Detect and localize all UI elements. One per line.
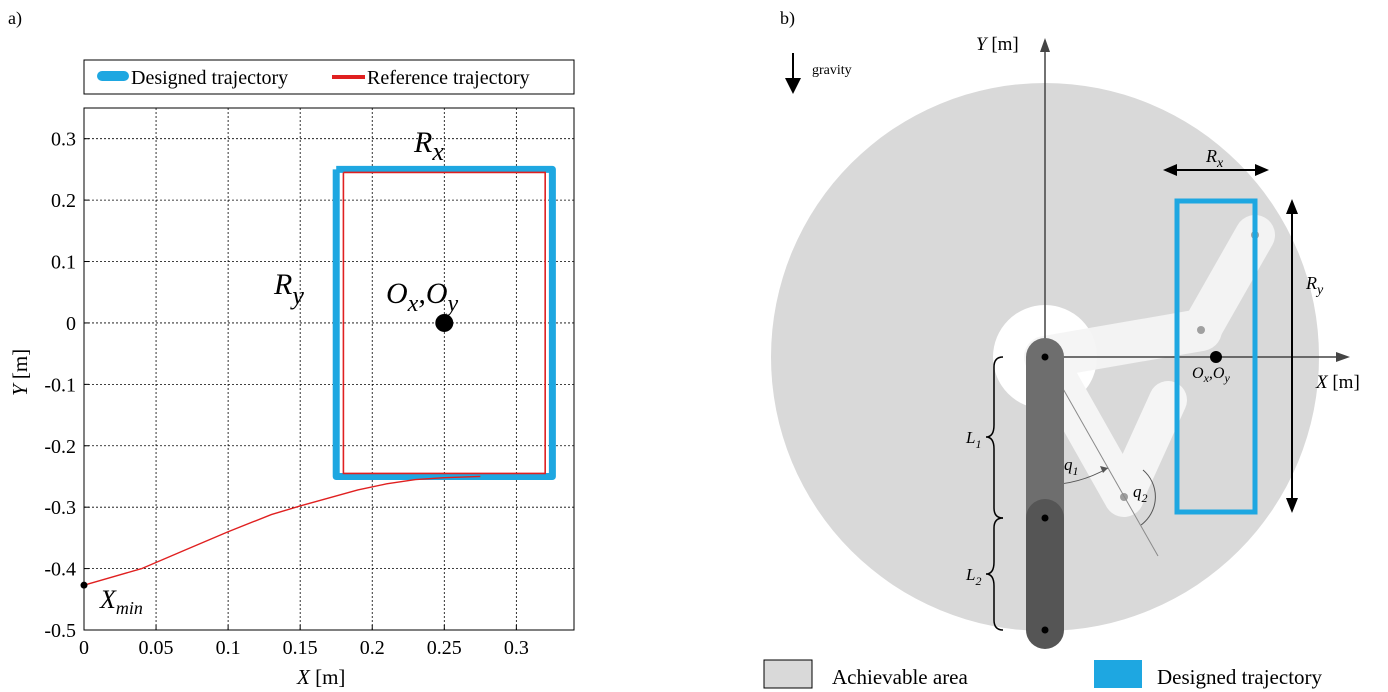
center-point — [435, 313, 454, 332]
start-point — [80, 581, 88, 589]
legend-a: Designed trajectory Reference trajectory — [83, 59, 575, 95]
q2-angle-arc — [1140, 469, 1156, 526]
q1-angle-arrow — [1100, 466, 1108, 473]
annotation-xmin: Xmin — [99, 585, 143, 618]
base-joint — [1041, 353, 1049, 361]
series-a — [80, 165, 556, 589]
designed-trajectory-line — [332, 165, 556, 480]
ry-dimension — [1286, 199, 1298, 513]
rx-arrow-right — [1255, 164, 1269, 176]
legend-b: Achievable area Designed trajectory — [763, 659, 1323, 689]
l1-label: L1 — [965, 428, 981, 451]
y-axis-label-b: Y [m] — [976, 34, 1019, 55]
x-tick-label: 0.05 — [139, 637, 174, 659]
annotation-ry: Ry — [273, 268, 304, 310]
rx-arrow-left — [1163, 164, 1177, 176]
rx-dimension — [1163, 164, 1269, 176]
y-tick-label: 0.2 — [51, 190, 76, 212]
ry-arrow-top — [1286, 199, 1298, 214]
y-tick-label: 0.3 — [51, 129, 76, 151]
rx-label-b: Rx — [1205, 146, 1224, 171]
x-tick-label: 0.15 — [283, 637, 318, 659]
y-tick-label: -0.5 — [44, 620, 76, 642]
ticks-a: 0 0.05 0.1 0.15 0.2 0.25 0.3 0.3 0.2 0.1 0 -0.1 -0.2… — [44, 129, 529, 659]
l2-brace — [985, 517, 1004, 631]
gravity-indicator: gravity — [785, 53, 852, 94]
ry-arrow-bottom — [1286, 498, 1298, 513]
legend-achievable-swatch — [763, 659, 813, 689]
ry-label-b: Ry — [1305, 273, 1324, 298]
y-tick-label: -0.3 — [44, 497, 76, 519]
reference-trajectory-line — [342, 171, 546, 475]
plot-frame-a — [83, 107, 575, 631]
x-axis-label-a: X [m] — [296, 665, 345, 689]
x-tick-label: 0.3 — [504, 637, 529, 659]
home-end-effector — [1041, 626, 1049, 634]
l1-brace — [985, 356, 1004, 519]
y-tick-label: -0.4 — [44, 559, 76, 581]
l2-label: L2 — [965, 565, 981, 588]
y-tick-label: 0 — [66, 313, 76, 335]
x-tick-label: 0.1 — [216, 637, 241, 659]
q1-label: q1 — [1064, 455, 1079, 478]
arm-home — [1026, 338, 1064, 649]
q2-label: q2 — [1133, 482, 1148, 505]
legend-achievable-label: Achievable area — [832, 665, 969, 689]
legend-a-box — [83, 59, 575, 95]
legend-designed-swatch — [97, 71, 129, 81]
gravity-arrow-head — [785, 78, 801, 94]
legend-designed-label-b: Designed trajectory — [1157, 665, 1323, 689]
grid-a — [84, 108, 574, 630]
reference-approach-line — [83, 475, 481, 586]
gravity-label: gravity — [812, 63, 852, 78]
x-tick-label: 0 — [79, 637, 89, 659]
trajectory-center-b — [1210, 351, 1222, 363]
x-axis-arrow — [1336, 352, 1350, 362]
panel-a-label: a) — [8, 8, 22, 29]
plot-area-a: 0 0.05 0.1 0.15 0.2 0.25 0.3 0.3 0.2 0.1 0 -0.1 -0.2… — [44, 107, 575, 659]
annotation-rx: Rx — [413, 126, 444, 166]
y-tick-label: -0.1 — [44, 374, 76, 396]
y-tick-label: 0.1 — [51, 252, 76, 274]
lower-link-2 — [1105, 381, 1187, 516]
y-tick-label: -0.2 — [44, 436, 76, 458]
legend-reference-label: Reference trajectory — [367, 67, 530, 89]
upper-elbow-joint — [1197, 326, 1205, 334]
legend-designed-label: Designed trajectory — [131, 67, 288, 89]
panel-b-label: b) — [780, 8, 795, 29]
x-tick-label: 0.25 — [427, 637, 462, 659]
y-axis-label-a: Y [m] — [8, 349, 32, 396]
center-label-b: Ox,Oy — [1192, 365, 1230, 385]
legend-designed-swatch-b — [1094, 660, 1142, 688]
home-elbow-joint — [1041, 514, 1049, 522]
annotation-center: Ox,Oy — [386, 277, 459, 317]
upper-link-2 — [1181, 215, 1275, 350]
x-tick-label: 0.2 — [360, 637, 385, 659]
y-axis-arrow — [1040, 38, 1050, 52]
x-axis-label-b: X [m] — [1315, 372, 1360, 393]
legend-reference-swatch — [332, 75, 365, 79]
designed-trajectory-b — [1174, 198, 1258, 515]
